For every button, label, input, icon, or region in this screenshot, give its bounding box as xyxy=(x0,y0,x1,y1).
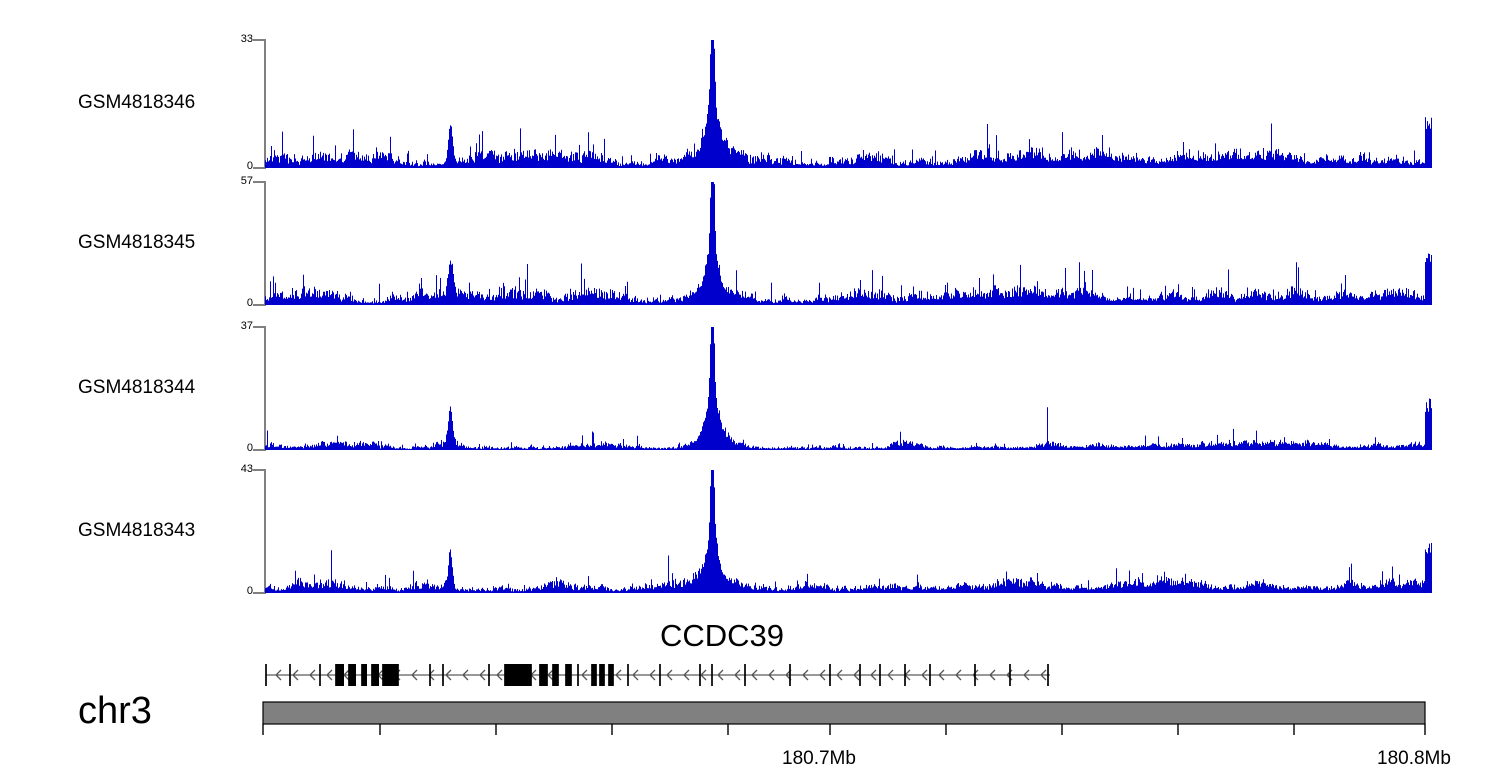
track-axis xyxy=(253,181,266,306)
strand-arrow-left-icon xyxy=(836,669,843,681)
strand-arrow-left-icon xyxy=(955,669,962,681)
ruler-label-1: 180.7Mb xyxy=(782,748,856,769)
track-label-gsm4818345: GSM4818345 xyxy=(78,231,196,253)
strand-arrow-left-icon xyxy=(462,669,469,681)
ruler-label-2: 180.8Mb xyxy=(1377,748,1451,769)
strand-arrow-left-icon xyxy=(428,669,435,681)
strand-arrow-left-icon xyxy=(870,669,877,681)
strand-arrow-left-icon xyxy=(445,669,452,681)
strand-arrow-left-icon xyxy=(292,669,299,681)
exon-block xyxy=(609,664,613,686)
strand-arrow-left-icon xyxy=(989,669,996,681)
strand-arrow-left-icon xyxy=(666,669,673,681)
exon-block xyxy=(553,664,558,686)
strand-arrow-left-icon xyxy=(309,669,316,681)
track-label-gsm4818343: GSM4818343 xyxy=(78,519,196,541)
exon-block xyxy=(336,664,344,686)
signal-track-gsm4818344[interactable] xyxy=(0,325,1500,462)
exon-block xyxy=(505,664,531,686)
strand-arrow-left-icon xyxy=(768,669,775,681)
strand-arrow-left-icon xyxy=(734,669,741,681)
strand-arrow-left-icon xyxy=(921,669,928,681)
exon-block xyxy=(383,664,398,686)
signal-track-gsm4818343[interactable] xyxy=(0,468,1500,605)
coverage-profile xyxy=(265,470,1432,593)
exon-block xyxy=(592,664,596,686)
axis-max-gsm4818346: 33 xyxy=(240,33,253,45)
coverage-profile xyxy=(265,40,1432,168)
strand-arrow-left-icon xyxy=(819,669,826,681)
track-axis xyxy=(253,326,266,451)
strand-arrow-left-icon xyxy=(496,669,503,681)
coverage-profile xyxy=(265,182,1432,305)
strand-arrow-left-icon xyxy=(683,669,690,681)
exon-block xyxy=(349,664,356,686)
axis-max-gsm4818344: 37 xyxy=(240,320,253,332)
exon-block xyxy=(540,664,547,686)
exon-block xyxy=(362,664,367,686)
track-axis xyxy=(253,469,266,594)
strand-arrow-left-icon xyxy=(547,669,554,681)
signal-track-gsm4818346[interactable] xyxy=(0,38,1500,180)
strand-arrow-left-icon xyxy=(972,669,979,681)
axis-zero-gsm4818345: 0 xyxy=(246,297,253,309)
ideogram-bar[interactable] xyxy=(262,701,1426,725)
strand-arrow-left-icon xyxy=(802,669,809,681)
strand-arrow-left-icon xyxy=(615,669,622,681)
coverage-profile xyxy=(265,327,1432,450)
chromosome-label: chr3 xyxy=(78,690,152,732)
axis-zero-gsm4818346: 0 xyxy=(246,160,253,172)
strand-arrow-left-icon xyxy=(751,669,758,681)
strand-arrow-left-icon xyxy=(1040,669,1047,681)
axis-zero-gsm4818344: 0 xyxy=(246,442,253,454)
exon-block xyxy=(372,664,379,686)
gene-name-label[interactable]: CCDC39 xyxy=(660,618,785,653)
strand-arrow-left-icon xyxy=(887,669,894,681)
strand-arrow-left-icon xyxy=(1023,669,1030,681)
strand-arrow-left-icon xyxy=(717,669,724,681)
gene-model-track[interactable] xyxy=(0,655,1500,695)
strand-arrow-left-icon xyxy=(649,669,656,681)
axis-max-gsm4818345: 57 xyxy=(240,175,253,187)
exon-block xyxy=(600,664,604,686)
track-label-gsm4818344: GSM4818344 xyxy=(78,376,196,398)
strand-arrow-left-icon xyxy=(275,669,282,681)
track-label-gsm4818346: GSM4818346 xyxy=(78,92,196,113)
exon-block xyxy=(566,664,571,686)
axis-max-gsm4818343: 43 xyxy=(240,463,253,475)
strand-arrow-left-icon xyxy=(700,669,707,681)
track-axis xyxy=(253,39,266,169)
strand-arrow-left-icon xyxy=(411,669,418,681)
strand-arrow-left-icon xyxy=(479,669,486,681)
strand-arrow-left-icon xyxy=(632,669,639,681)
strand-arrow-left-icon xyxy=(853,669,860,681)
axis-zero-gsm4818343: 0 xyxy=(246,585,253,597)
strand-arrow-left-icon xyxy=(938,669,945,681)
strand-arrow-left-icon xyxy=(326,669,333,681)
signal-track-gsm4818345[interactable] xyxy=(0,180,1500,317)
strand-arrow-left-icon xyxy=(581,669,588,681)
genomic-ruler[interactable] xyxy=(0,698,1500,758)
